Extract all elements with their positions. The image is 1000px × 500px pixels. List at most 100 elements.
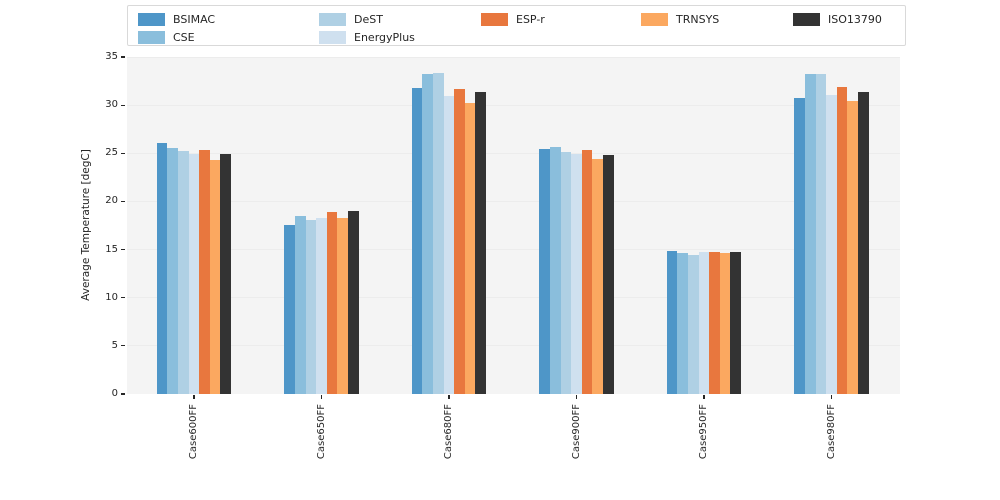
legend-label: ISO13790 [828,12,882,26]
bar [347,211,359,394]
bar [156,142,168,394]
y-tick-label: 30 [105,99,118,111]
gridline [127,104,900,106]
y-tick-mark [121,345,125,347]
legend-label: TRNSYS [676,12,720,26]
bar [709,252,720,394]
y-tick-label: 20 [105,195,118,207]
bar [804,74,816,394]
x-tick-mark [193,395,195,399]
y-tick-label: 35 [105,51,118,62]
bar [581,150,593,394]
gridline [127,152,900,154]
plot-area [127,56,900,394]
bar [443,95,455,394]
y-tick-label: 25 [105,147,118,159]
bar-group [539,146,614,394]
legend-item: ISO13790 [793,12,882,26]
bar [560,152,572,394]
bar [730,252,742,394]
y-tick-mark [121,248,125,251]
legend-label: BSIMAC [173,12,216,26]
legend-swatch-icon [319,12,346,26]
bar [294,215,306,394]
bar [815,74,827,394]
bar [337,217,348,394]
bar [284,224,295,394]
y-axis-label: Average Temperature [degC] [80,149,92,301]
legend-label: CSE [173,30,195,44]
bar [826,94,837,394]
legend: BSIMAC CSE DeST EnergyPlus ESP-r TRNSYS ISO137… [127,5,906,46]
bar [857,91,869,394]
legend-label: ESP-r [516,12,545,26]
legend-swatch-icon [793,12,820,26]
bar [422,74,434,394]
x-tick-label: Case650FF [315,404,327,460]
legend-swatch-icon [138,12,165,26]
bar [794,98,805,394]
x-tick-mark [703,395,705,399]
bar-group [794,74,869,394]
legend-item: BSIMAC [138,12,215,26]
x-tick-label: Case980FF [825,404,837,460]
bar-group [156,142,232,394]
legend-item: TRNSYS [641,12,719,26]
bar-group [284,211,359,394]
y-tick-label: 5 [111,339,118,351]
x-tick-label: Case680FF [443,404,454,460]
legend-swatch-icon [138,30,165,44]
legend-item: ESP-r [481,12,545,26]
legend-label: DeST [354,12,383,26]
x-tick-mark [830,395,833,399]
legend-swatch-icon [319,30,346,44]
x-tick-mark [320,395,323,399]
legend-label: EnergyPlus [354,30,415,44]
bar [836,86,848,394]
legend-item: EnergyPlus [319,30,415,44]
legend-swatch-icon [481,12,508,26]
bar [411,87,423,394]
legend-item: DeST [319,12,383,26]
y-tick-mark [121,297,125,299]
gridline [127,297,900,299]
y-tick-label: 15 [105,243,118,255]
x-tick-label: Case950FF [698,404,709,460]
bar [688,255,699,394]
bar [305,219,317,394]
bar [698,252,710,394]
bar [475,91,487,394]
x-tick-mark [575,395,578,399]
bar [178,151,189,394]
bar-group [666,250,742,394]
y-tick-mark [121,200,125,203]
y-tick-mark [121,152,125,154]
gridline [127,56,900,58]
x-tick-mark [448,395,450,399]
y-tick-mark [121,56,125,58]
bar [549,146,561,394]
bar [454,88,465,394]
y-tick-label: 0 [111,388,118,399]
bar [539,149,550,394]
bar [666,250,678,394]
bar [188,154,200,394]
bar [220,154,232,394]
bar [571,154,582,394]
bar [316,217,327,394]
gridline [127,345,900,347]
bar [592,159,603,394]
bar [209,160,221,394]
gridline [127,249,900,251]
bar [167,147,179,394]
bar [602,155,614,394]
x-tick-label: Case600FF [188,404,199,460]
bar [199,150,210,394]
bar [719,253,731,394]
bar [847,101,858,394]
bar-group [411,73,487,394]
y-tick-mark [121,393,125,395]
y-tick-label: 10 [105,291,118,303]
legend-swatch-icon [641,12,668,26]
